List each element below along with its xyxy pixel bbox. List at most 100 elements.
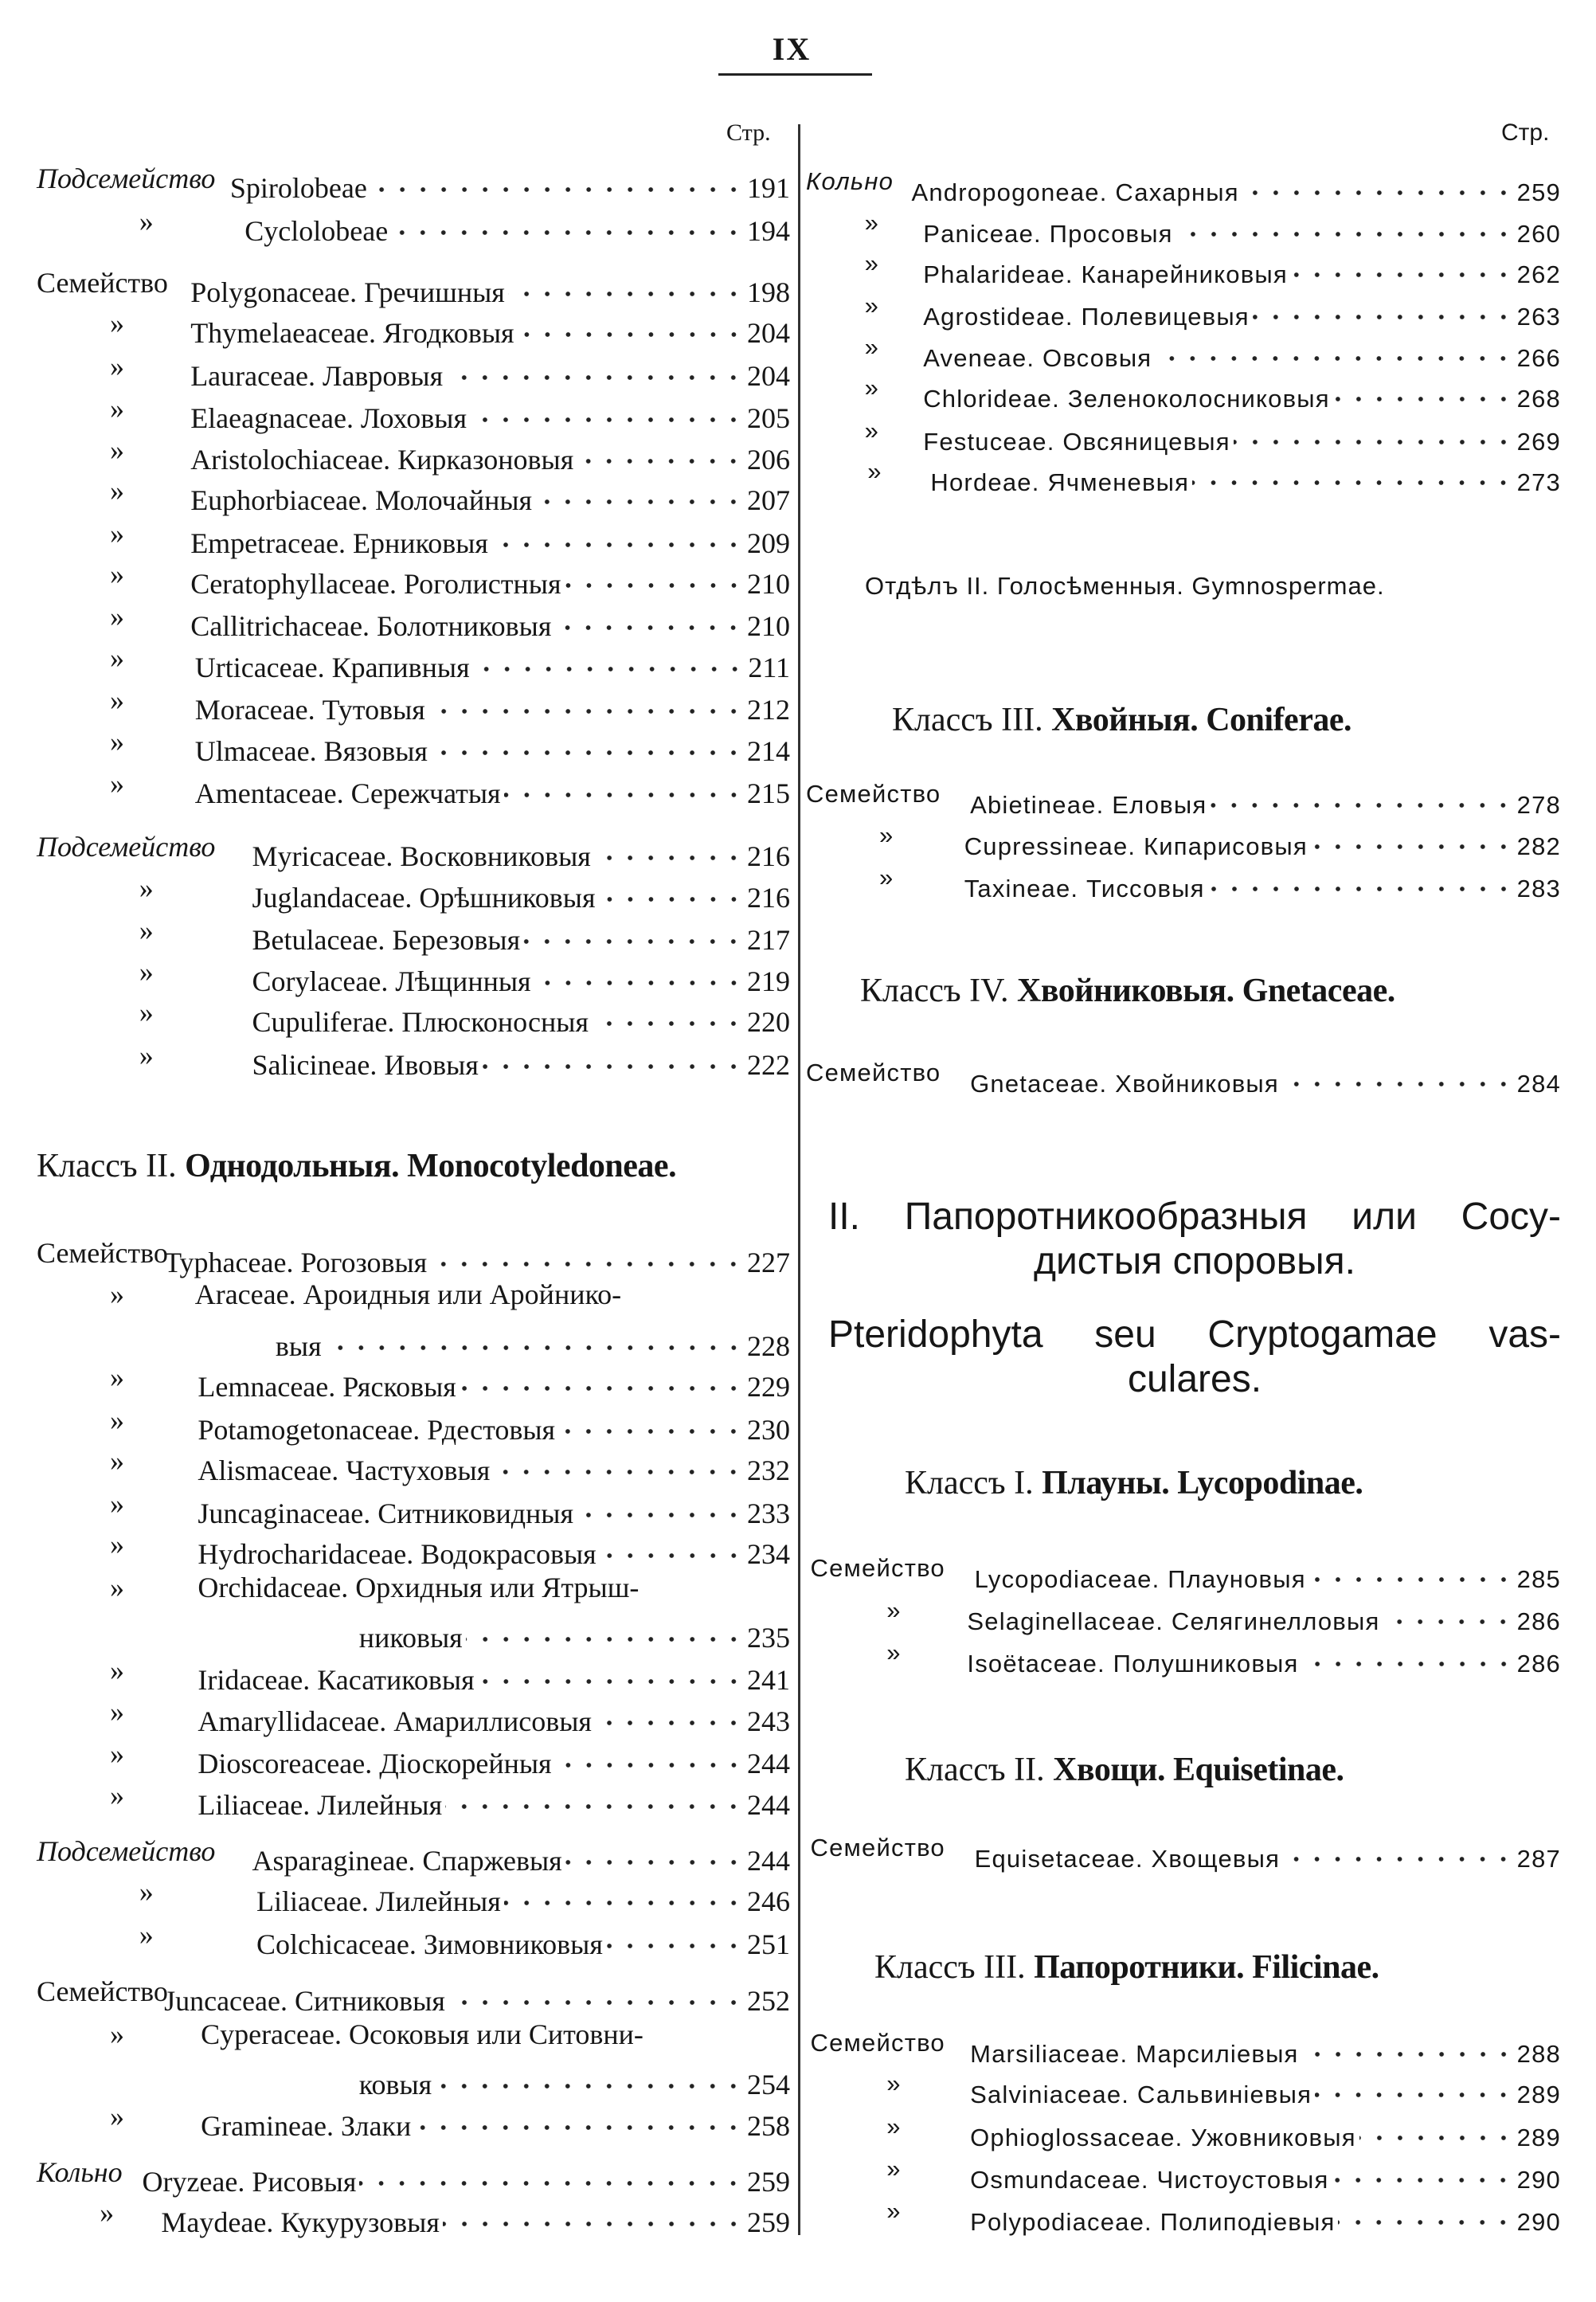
toc-entry: » Selaginellaceae. Селягинелловыя 286: [0, 1591, 1596, 1635]
page-reference[interactable]: 258: [746, 2109, 790, 2142]
page-reference[interactable]: 259: [746, 2206, 790, 2239]
page-reference[interactable]: 290: [1516, 2166, 1561, 2194]
entry-name: Ophioglossaceae. Ужовниковыя: [970, 2123, 1356, 2151]
entry-name: Colchicaceae. Зимовниковыя: [256, 1928, 603, 1960]
page-reference[interactable]: 290: [1516, 2208, 1561, 2237]
page-reference[interactable]: 194: [746, 214, 790, 247]
page-reference[interactable]: 216: [746, 881, 790, 914]
entry-name: Cyperaceae. Осоковыя или Ситовни-: [201, 2018, 643, 2050]
dot-leader: [1207, 859, 1514, 897]
page-reference[interactable]: 278: [1516, 791, 1561, 820]
page-reference[interactable]: 233: [746, 1497, 790, 1529]
page-reference[interactable]: 204: [746, 317, 790, 350]
dot-leader: [1310, 816, 1514, 855]
page-reference[interactable]: 262: [1516, 260, 1561, 289]
page-reference[interactable]: 266: [1516, 343, 1561, 372]
ditto-mark: »: [864, 374, 880, 402]
dot-leader: [472, 639, 745, 677]
page-reference[interactable]: 211: [748, 652, 790, 683]
toc-entry: Семейство Juncaceae. Ситниковыя 252: [0, 1972, 1596, 2017]
page-reference[interactable]: 263: [1516, 303, 1561, 331]
dot-leader: [534, 952, 744, 991]
page-reference[interactable]: 228: [746, 1329, 790, 1362]
page-reference[interactable]: 243: [746, 1705, 790, 1737]
page-reference[interactable]: 289: [1516, 2081, 1561, 2109]
page-reference[interactable]: 230: [746, 1413, 790, 1446]
entry-name: Oryzeae. Рисовыя: [142, 2165, 357, 2198]
toc-entry: никовыя 235: [0, 1609, 1596, 1654]
page-reference[interactable]: 198: [746, 276, 790, 308]
page-reference[interactable]: 217: [746, 924, 790, 957]
page-reference[interactable]: 252: [746, 1985, 790, 2018]
toc-entry: » Salviniaceae. Сальвиніевыя 289: [0, 2065, 1596, 2108]
toc-entry: » Euphorbiaceae. Молочайныя 207: [0, 472, 1596, 516]
page-reference[interactable]: 251: [747, 1928, 790, 1960]
page-reference[interactable]: 283: [1516, 875, 1561, 902]
page-reference[interactable]: 244: [746, 1844, 790, 1877]
page-reference[interactable]: 229: [746, 1371, 790, 1404]
page-reference[interactable]: 204: [746, 359, 790, 392]
page-reference[interactable]: 227: [746, 1247, 790, 1279]
page-reference[interactable]: 206: [746, 443, 790, 476]
page-reference[interactable]: 284: [1516, 1069, 1561, 1098]
entry-name: Salviniaceae. Сальвиніевыя: [970, 2081, 1312, 2109]
page-reference[interactable]: 285: [1516, 1564, 1561, 1593]
ditto-mark: »: [886, 2069, 902, 2098]
page-reference[interactable]: 286: [1516, 1607, 1561, 1635]
dot-leader: [1233, 411, 1514, 450]
page-reference[interactable]: 216: [746, 840, 790, 873]
page-reference[interactable]: 215: [746, 777, 790, 810]
page-reference[interactable]: 286: [1516, 1650, 1561, 1678]
ditto-mark: »: [110, 558, 124, 591]
page-reference[interactable]: 232: [746, 1454, 790, 1487]
entry-name: Empetraceae. Ерниковыя: [190, 527, 488, 559]
page-reference[interactable]: 259: [1516, 178, 1561, 206]
page-reference[interactable]: 191: [746, 172, 790, 205]
dot-leader: [470, 390, 744, 429]
page-reference[interactable]: 209: [746, 527, 790, 559]
page-reference[interactable]: 212: [746, 694, 790, 726]
page-reference[interactable]: 244: [746, 1748, 790, 1780]
page-reference[interactable]: 234: [746, 1538, 790, 1571]
page-reference[interactable]: 287: [1516, 1845, 1561, 1873]
entry-name: Moraceae. Тутовыя: [194, 694, 425, 726]
page-reference[interactable]: 254: [746, 2069, 790, 2101]
page-reference[interactable]: 260: [1516, 219, 1561, 248]
class-heading-title: Хвойныя. Coniferae.: [1051, 702, 1352, 738]
page-reference[interactable]: 222: [746, 1048, 790, 1081]
page-reference[interactable]: 207: [746, 484, 790, 517]
page-reference[interactable]: 246: [747, 1885, 790, 1918]
dot-leader: [523, 911, 744, 950]
entry-name: Corylaceae. Лѣщинныя: [252, 965, 531, 997]
entry-name: Liliaceae. Лилейныя: [198, 1788, 443, 1821]
page-reference[interactable]: 205: [746, 402, 790, 435]
entry-name: Ceratophyllaceae. Роголистныя: [190, 568, 561, 601]
page-reference[interactable]: 235: [746, 1622, 790, 1654]
page-reference[interactable]: 273: [1516, 468, 1561, 497]
dot-leader: [558, 1400, 744, 1439]
dot-leader: [535, 472, 744, 511]
entry-name: Ulmaceae. Вязовыя: [194, 734, 428, 767]
page-reference[interactable]: 289: [1516, 2123, 1561, 2151]
page-reference[interactable]: 219: [746, 965, 790, 997]
page-reference[interactable]: 259: [746, 2165, 790, 2198]
page-reference[interactable]: 220: [746, 1006, 790, 1039]
page-reference[interactable]: 269: [1516, 427, 1561, 456]
page-reference[interactable]: 241: [746, 1664, 790, 1697]
toc-entry: » Liliaceae. Лилейныя 244: [0, 1775, 1596, 1821]
page-reference[interactable]: 282: [1516, 832, 1561, 860]
page-reference[interactable]: 268: [1516, 385, 1561, 413]
page-reference[interactable]: 288: [1516, 2039, 1561, 2068]
page-reference[interactable]: 244: [746, 1788, 790, 1821]
ditto-mark: »: [110, 2018, 124, 2050]
page-reference[interactable]: 210: [746, 568, 790, 601]
dot-leader: [391, 202, 744, 241]
entry-name: Taxineae. Тиссовыя: [964, 875, 1205, 902]
entry-rank-label: Семейство: [806, 1058, 941, 1086]
entry-name: Selaginellaceae. Селягинелловыя: [967, 1607, 1380, 1635]
entry-name: Dioscoreaceae. Діоскорейныя: [198, 1748, 552, 1780]
toc-entry: Подсемейство Spirolobeae 191: [0, 159, 1596, 204]
page-reference[interactable]: 214: [746, 734, 790, 767]
page-reference[interactable]: 210: [746, 610, 790, 643]
dot-leader: [1383, 1591, 1514, 1630]
